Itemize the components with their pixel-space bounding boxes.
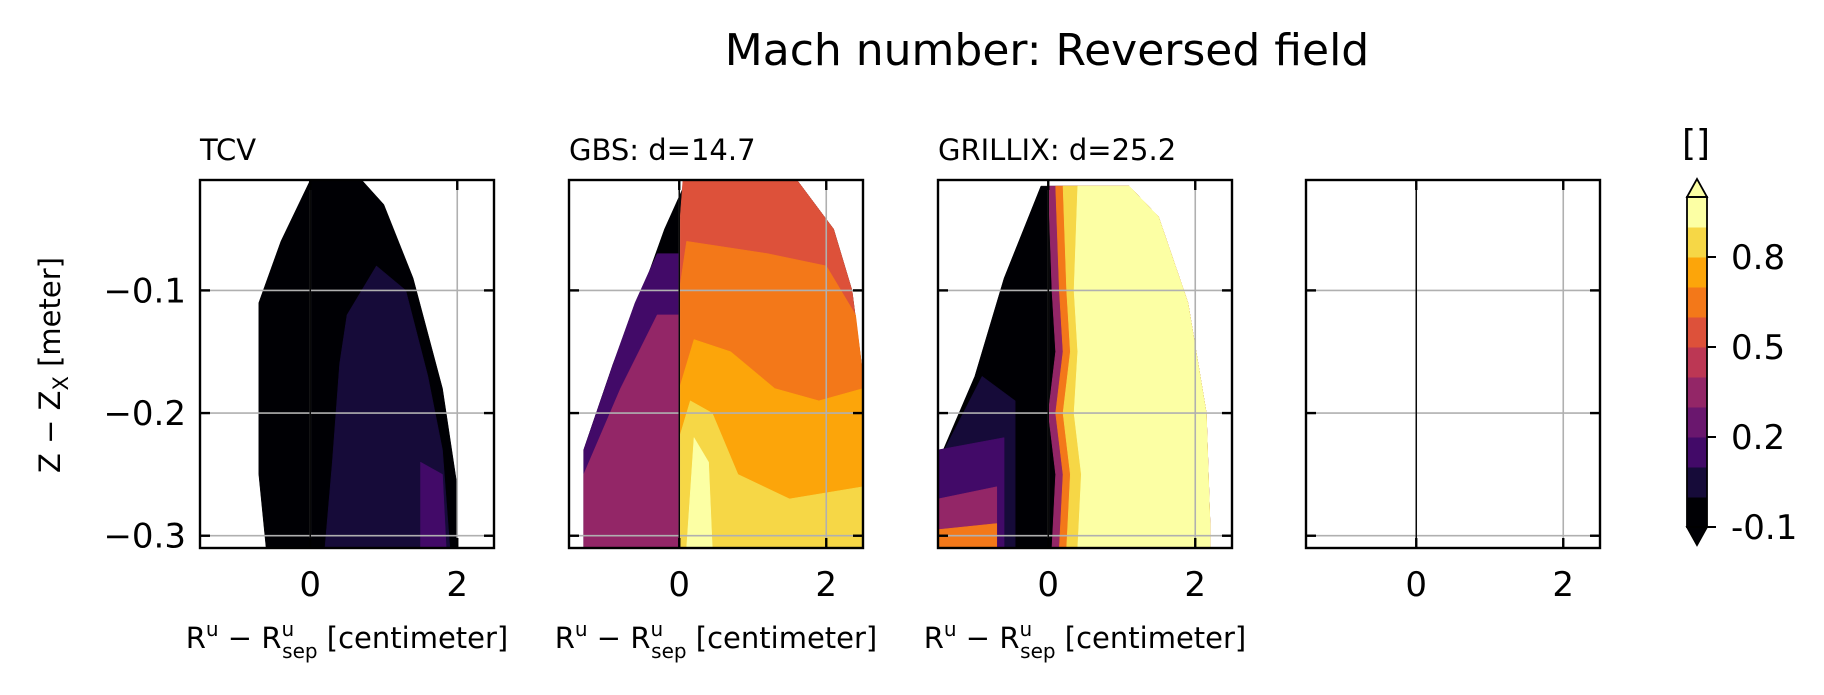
axes-frame xyxy=(567,178,865,550)
xlabel-sup: u xyxy=(650,617,663,641)
ticks xyxy=(938,180,1232,548)
xlabel-mid: − R xyxy=(957,621,1020,655)
x-tick-label: 2 xyxy=(1552,565,1574,605)
colorbar-unit-label: [] xyxy=(1682,123,1710,164)
shared-ylabel-sub: X xyxy=(49,376,73,390)
xlabel-main: R xyxy=(924,621,944,655)
x-tick-label: 2 xyxy=(815,565,837,605)
colorbar-bands xyxy=(1685,177,1709,547)
contour-band xyxy=(420,461,447,548)
panel-title: GRILLIX: d=25.2 xyxy=(938,133,1176,167)
y-tick-label: −0.2 xyxy=(103,394,186,434)
axes-frame xyxy=(1304,178,1602,550)
xlabel-main: R xyxy=(186,621,206,655)
shared-ylabel-unit: [meter] xyxy=(33,257,67,376)
xlabel-main: R xyxy=(555,621,575,655)
x-tick-label: 0 xyxy=(1405,565,1427,605)
colorbar-band xyxy=(1687,497,1707,528)
colorbar-ticks: -0.1 0.2 0.5 0.8 xyxy=(1707,238,1797,548)
colorbar-band xyxy=(1687,377,1707,408)
contour-band xyxy=(686,436,713,548)
colorbar-band xyxy=(1687,287,1707,318)
shared-ylabel-main: Z − Z xyxy=(33,391,67,473)
x-tick-label: 0 xyxy=(668,565,690,605)
colorbar-tick-label: 0.2 xyxy=(1731,418,1785,458)
shared-ylabel: Z − ZX [meter] xyxy=(33,257,73,473)
x-tick-label: 2 xyxy=(1184,565,1206,605)
xlabel-mid: − R xyxy=(588,621,651,655)
contour-bands xyxy=(583,180,863,548)
colorbar-band xyxy=(1687,467,1707,498)
ticks xyxy=(1306,180,1600,548)
xlabel-sub: sep xyxy=(282,639,317,663)
y-tick-label: −0.1 xyxy=(103,271,186,311)
xlabel-sup: u xyxy=(1019,617,1032,641)
colorbar-band xyxy=(1687,407,1707,438)
xlabel-mid: − R xyxy=(219,621,282,655)
colorbar-band xyxy=(1687,437,1707,468)
contour-band xyxy=(1081,204,1207,548)
colorbar-frame xyxy=(1686,196,1708,528)
contour-bands xyxy=(258,180,458,548)
xlabel-sup: u xyxy=(281,617,294,641)
y-tick-label: −0.3 xyxy=(103,517,186,557)
colorbar-band xyxy=(1687,317,1707,348)
x-tick-label: 0 xyxy=(299,565,321,605)
xlabel-sup: u xyxy=(575,617,588,641)
xlabel-unit: [centimeter] xyxy=(318,621,509,655)
colorbar: [] -0.1 0.2 0.5 0.8 xyxy=(1682,123,1797,548)
x-tick-label: 2 xyxy=(446,565,468,605)
colorbar-band xyxy=(1687,197,1707,228)
colorbar-tick-label: -0.1 xyxy=(1731,508,1797,548)
x-axis-label: Ru − Ru sep [centimeter] xyxy=(924,617,1247,663)
panel-title: TCV xyxy=(199,133,256,167)
ticks xyxy=(200,180,494,548)
x-axis-label: Ru − Ru sep [centimeter] xyxy=(555,617,878,663)
colorbar-band xyxy=(1687,257,1707,288)
contour-bands xyxy=(938,185,1211,548)
axes-frame xyxy=(936,178,1234,550)
panel-title: GBS: d=14.7 xyxy=(569,133,756,167)
colorbar-extend-min xyxy=(1685,526,1709,547)
figure-title: Mach number: Reversed field xyxy=(725,25,1369,76)
colorbar-tick-label: 0.8 xyxy=(1731,238,1785,278)
xlabel-sub: sep xyxy=(651,639,686,663)
ticks xyxy=(569,180,863,548)
xlabel-sup: u xyxy=(944,617,957,641)
colorbar-band xyxy=(1687,347,1707,378)
colorbar-tick-label: 0.5 xyxy=(1731,328,1785,368)
axes-frame xyxy=(198,178,496,550)
x-axis-label: Ru − Ru sep [centimeter] xyxy=(186,617,509,663)
xlabel-sub: sep xyxy=(1020,639,1055,663)
grid xyxy=(1306,180,1600,548)
x-tick-label: 0 xyxy=(1037,565,1059,605)
colorbar-extend-max xyxy=(1685,177,1709,198)
colorbar-band xyxy=(1687,227,1707,258)
xlabel-unit: [centimeter] xyxy=(1056,621,1247,655)
xlabel-unit: [centimeter] xyxy=(687,621,878,655)
xlabel-sup: u xyxy=(206,617,219,641)
